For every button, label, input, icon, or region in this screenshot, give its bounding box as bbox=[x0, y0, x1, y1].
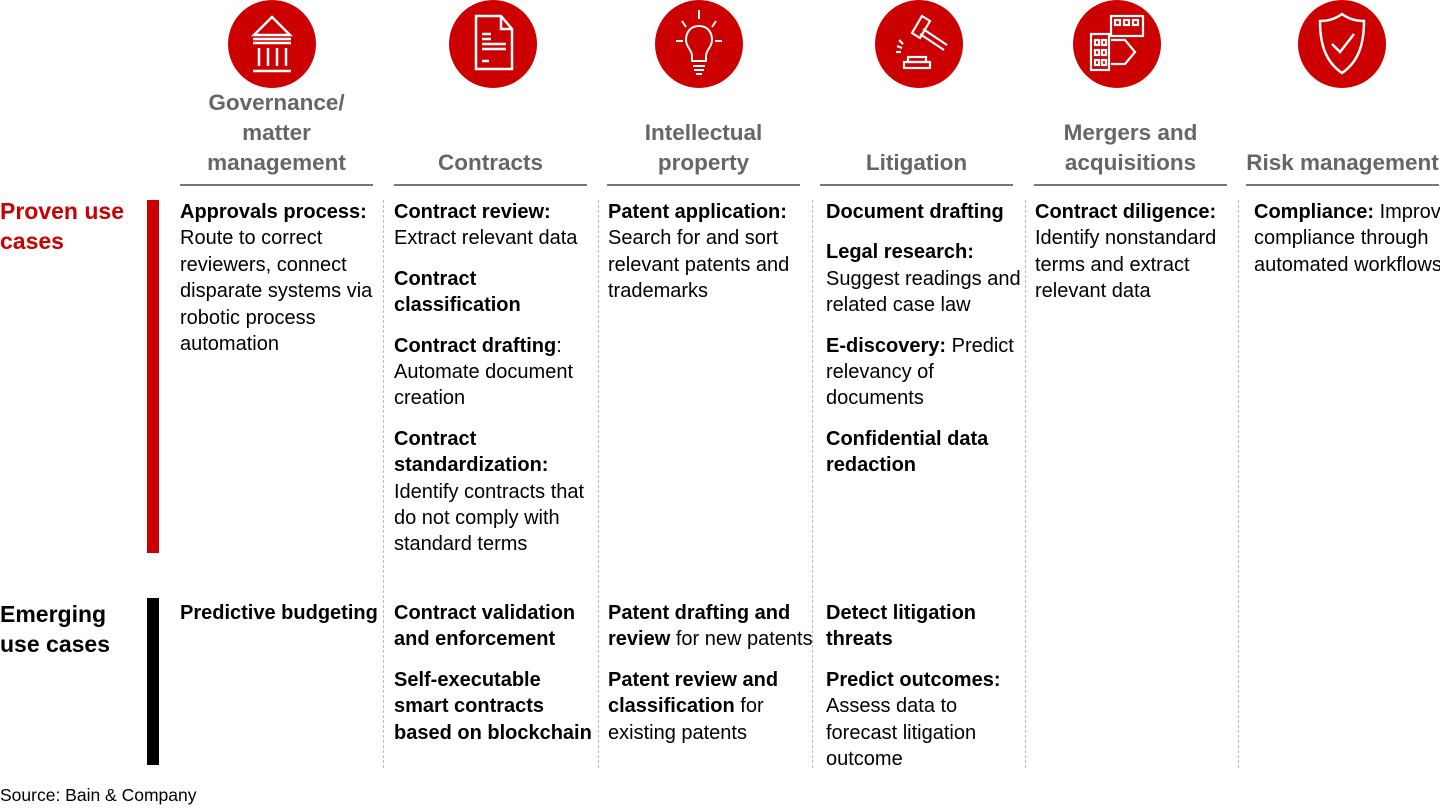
column-divider bbox=[598, 200, 599, 768]
use-case-description: for new patents bbox=[670, 628, 813, 651]
header-underline bbox=[1034, 184, 1227, 186]
use-case-title: Contract review: bbox=[394, 201, 551, 223]
use-case-cell: Approvals process: Route to correct revi… bbox=[180, 199, 385, 371]
use-case-cell: Document drafting Legal research: Suggest… bbox=[826, 199, 1031, 493]
document-icon bbox=[449, 0, 537, 88]
use-case-item: Legal research: Suggest readings and rel… bbox=[826, 239, 1031, 318]
use-case-description: Predict relevancy of documents bbox=[826, 334, 1014, 410]
row-label-proven: Proven use cases bbox=[0, 198, 124, 254]
use-case-item: E-discovery: Predict relevancy of docume… bbox=[826, 333, 1031, 412]
column-divider bbox=[812, 200, 813, 768]
use-case-description: Extract relevant data bbox=[394, 227, 578, 250]
use-case-item: Approvals process: Route to correct revi… bbox=[180, 199, 385, 357]
bank-building-icon bbox=[228, 0, 316, 88]
use-case-title: Contract drafting bbox=[394, 334, 557, 357]
use-case-title: Confidential data redaction bbox=[826, 427, 989, 477]
use-case-description: Identify contracts that do not comply wi… bbox=[394, 480, 585, 556]
use-case-title: Contract standardization: bbox=[394, 427, 549, 477]
use-case-title: Self-executable smart contracts based on… bbox=[394, 668, 592, 744]
use-case-item: Contract standardization: Identify contr… bbox=[394, 426, 599, 558]
use-case-item: Contract review: Extract relevant data bbox=[394, 199, 599, 252]
use-case-title: Predictive budgeting bbox=[180, 602, 378, 624]
use-case-item: Contract validation and enforcement bbox=[394, 600, 599, 653]
use-case-description: Assess data to forecast litigation outco… bbox=[826, 695, 977, 771]
emerging-bar bbox=[147, 598, 159, 765]
use-case-cell: Contract review: Extract relevant data Co… bbox=[394, 199, 599, 572]
use-case-description: Suggest readings and related case law bbox=[826, 267, 1021, 317]
use-case-cell: Patent application: Search for and sort … bbox=[608, 199, 813, 319]
use-case-item: Predict outcomes: Assess data to forecas… bbox=[826, 667, 1031, 773]
use-case-item: Predictive budgeting bbox=[180, 600, 385, 626]
column-header: Contracts bbox=[437, 150, 544, 175]
column-divider bbox=[1025, 200, 1026, 768]
use-case-title: Detect litigation threats bbox=[826, 602, 977, 651]
use-case-item: Contract classification bbox=[394, 266, 599, 319]
header-underline bbox=[607, 184, 800, 186]
use-case-item: Patent application: Search for and sort … bbox=[608, 199, 813, 305]
proven-bar bbox=[147, 200, 159, 553]
use-case-title: Document drafting bbox=[826, 201, 1004, 223]
use-case-description: Identify nonstandard terms and extract r… bbox=[1035, 227, 1217, 303]
source-note: Source: Bain & Company bbox=[0, 785, 197, 805]
use-case-cell: Contract diligence: Identify nonstandard… bbox=[1035, 199, 1240, 319]
column-header: Governance/ matter management bbox=[207, 90, 346, 175]
use-case-title: Patent application: bbox=[608, 201, 787, 223]
use-case-item: Patent drafting and review for new paten… bbox=[608, 600, 813, 653]
use-case-description: Search for and sort relevant patents and… bbox=[608, 227, 790, 303]
use-case-cell: Predictive budgeting bbox=[180, 600, 385, 640]
column-header: Mergers and acquisitions bbox=[1063, 120, 1198, 175]
header-underline bbox=[394, 184, 587, 186]
lightbulb-icon bbox=[655, 0, 743, 88]
header-underline bbox=[820, 184, 1013, 186]
use-case-title: Predict outcomes: bbox=[826, 668, 1001, 691]
use-case-item: Document drafting bbox=[826, 199, 1031, 225]
use-case-title: Patent review and classification bbox=[608, 668, 779, 718]
use-case-item: Patent review and classification for exi… bbox=[608, 667, 813, 746]
use-case-item: Confidential data redaction bbox=[826, 426, 1031, 479]
use-case-title: Contract validation and enforcement bbox=[394, 602, 576, 651]
use-case-title: Compliance: bbox=[1254, 201, 1375, 223]
use-case-item: Compliance: Improve compliance through a… bbox=[1254, 199, 1440, 278]
use-case-item: Contract diligence: Identify nonstandard… bbox=[1035, 199, 1240, 305]
row-label-emerging: Emerging use cases bbox=[0, 601, 110, 657]
use-case-description: for existing patents bbox=[608, 695, 764, 744]
buildings-arrow-icon bbox=[1073, 0, 1161, 88]
use-case-description: Improve compliance through automated wor… bbox=[1254, 201, 1440, 276]
use-case-description: : Automate document creation bbox=[394, 334, 573, 410]
column-divider bbox=[1238, 200, 1239, 768]
use-case-title: E-discovery: bbox=[826, 334, 947, 357]
use-case-title: Contract classification bbox=[394, 267, 521, 317]
use-case-title: Contract diligence: bbox=[1035, 201, 1217, 223]
use-case-item: Self-executable smart contracts based on… bbox=[394, 667, 599, 746]
use-case-cell: Contract validation and enforcement Self-… bbox=[394, 600, 599, 760]
header-underline bbox=[180, 184, 373, 186]
shield-check-icon bbox=[1298, 0, 1386, 88]
use-case-cell: Patent drafting and review for new paten… bbox=[608, 600, 813, 760]
column-header: Risk management bbox=[1246, 150, 1439, 175]
use-case-title: Patent drafting and review bbox=[608, 602, 791, 651]
use-case-title: Legal research: bbox=[826, 241, 974, 264]
column-header: Litigation bbox=[865, 150, 968, 175]
use-case-item: Contract drafting: Automate document cre… bbox=[394, 333, 599, 412]
use-case-title: Approvals process: bbox=[180, 201, 367, 223]
use-case-cell: Compliance: Improve compliance through a… bbox=[1254, 199, 1440, 292]
gavel-icon bbox=[875, 0, 963, 88]
column-divider bbox=[383, 200, 384, 768]
use-case-description: Route to correct reviewers, connect disp… bbox=[180, 227, 373, 356]
column-header: Intellectual property bbox=[644, 120, 763, 175]
header-underline bbox=[1246, 184, 1439, 186]
use-case-item: Detect litigation threats bbox=[826, 600, 1031, 653]
use-case-cell: Detect litigation threats Predict outcome… bbox=[826, 600, 1031, 786]
